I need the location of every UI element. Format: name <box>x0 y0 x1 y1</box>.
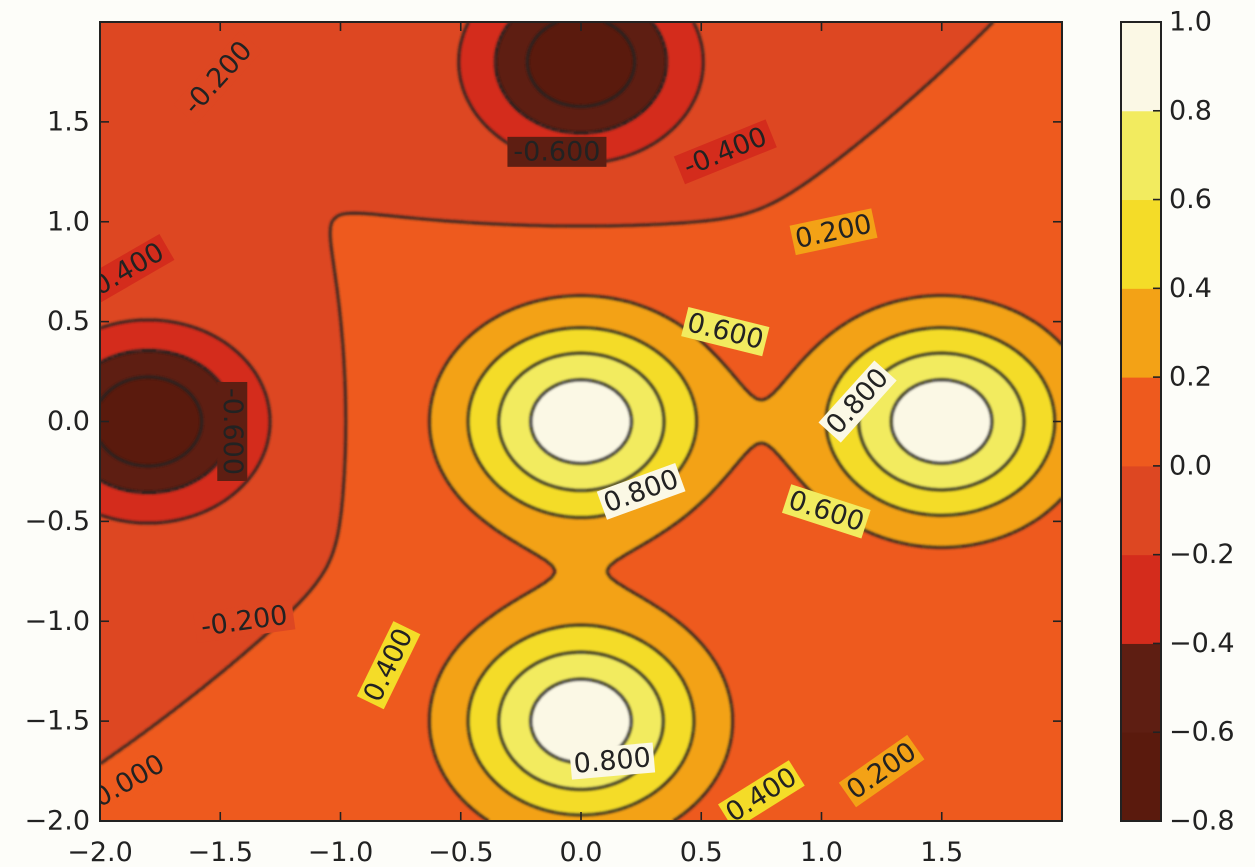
x-tick-label: 0.5 <box>680 837 723 867</box>
colorbar-segment <box>1121 200 1161 289</box>
contour-label: -0.600 <box>513 136 600 167</box>
y-tick-label: 1.5 <box>47 106 90 137</box>
y-tick-label: −1.0 <box>24 606 90 637</box>
contour-label: -0.600 <box>217 388 248 475</box>
x-tick-label: 0.0 <box>560 837 603 867</box>
x-tick-label: −0.5 <box>428 837 494 867</box>
colorbar-tick-label: 0.0 <box>1169 450 1212 481</box>
colorbar-tick-label: 0.4 <box>1169 273 1212 304</box>
colorbar: 1.0 0.8 0.6 0.4 0.2 0.0 −0.2 −0.4 −0.6 −0.8 <box>1121 7 1235 837</box>
x-tick-label: 1.5 <box>920 837 963 867</box>
colorbar-segment <box>1121 111 1161 200</box>
colorbar-tick-label: −0.2 <box>1169 539 1235 570</box>
x-tick-label: 1.0 <box>800 837 843 867</box>
colorbar-segment <box>1121 555 1161 644</box>
colorbar-tick-label: −0.8 <box>1169 806 1235 837</box>
colorbar-tick-label: −0.4 <box>1169 628 1235 659</box>
colorbar-tick-label: 0.2 <box>1169 362 1212 393</box>
y-tick-label: 1.0 <box>47 206 90 237</box>
y-tick-label: 0.0 <box>47 406 90 437</box>
y-tick-label: −2.0 <box>24 806 90 837</box>
x-tick-label: −2.0 <box>67 837 133 867</box>
colorbar-tick-label: 0.8 <box>1169 95 1212 126</box>
colorbar-tick-label: 0.6 <box>1169 184 1212 215</box>
y-tick-label: 0.5 <box>47 306 90 337</box>
colorbar-segment <box>1121 22 1161 111</box>
colorbar-segment <box>1121 643 1161 732</box>
y-tick-label: −1.5 <box>24 706 90 737</box>
colorbar-segment <box>1121 466 1161 555</box>
x-tick-label: −1.5 <box>187 837 253 867</box>
x-tick-label: −1.0 <box>308 837 374 867</box>
colorbar-segment <box>1121 288 1161 377</box>
colorbar-tick-label: 1.0 <box>1169 7 1212 38</box>
colorbar-tick-label: −0.6 <box>1169 717 1235 748</box>
y-tick-label: −0.5 <box>24 506 90 537</box>
colorbar-segment <box>1121 732 1161 821</box>
colorbar-segment <box>1121 377 1161 466</box>
